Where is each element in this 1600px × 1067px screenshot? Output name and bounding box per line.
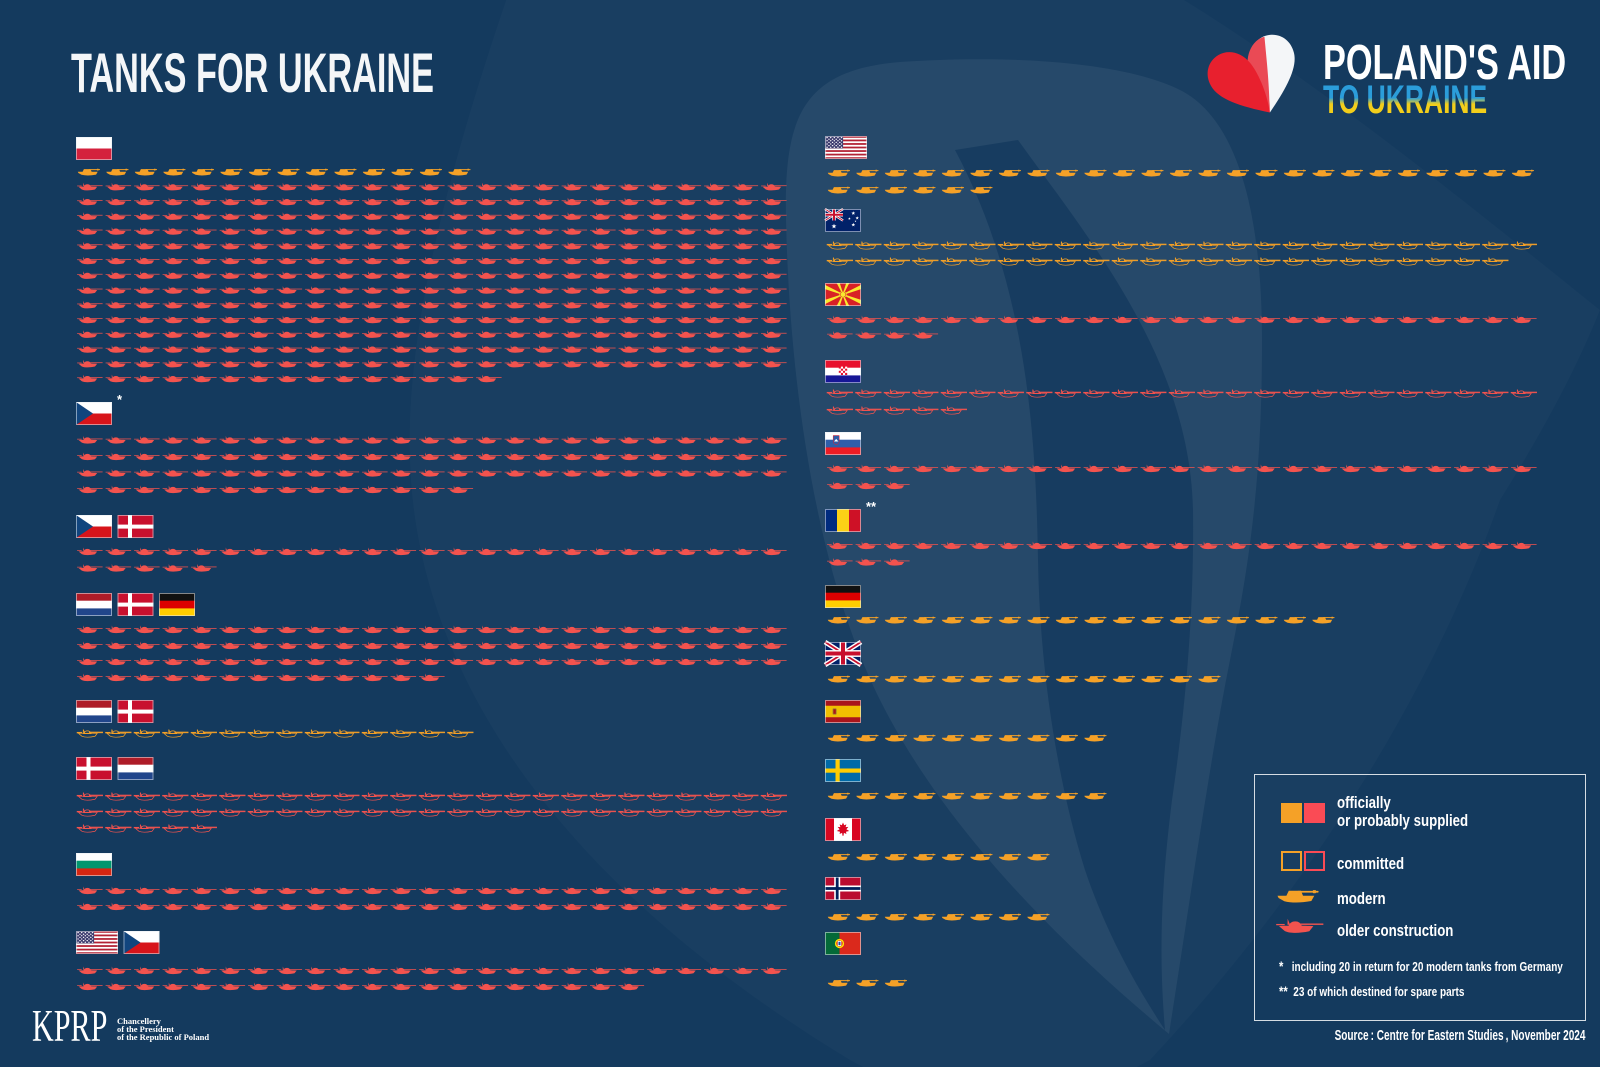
svg-text:**: **	[866, 499, 877, 514]
svg-text:*: *	[117, 392, 123, 407]
